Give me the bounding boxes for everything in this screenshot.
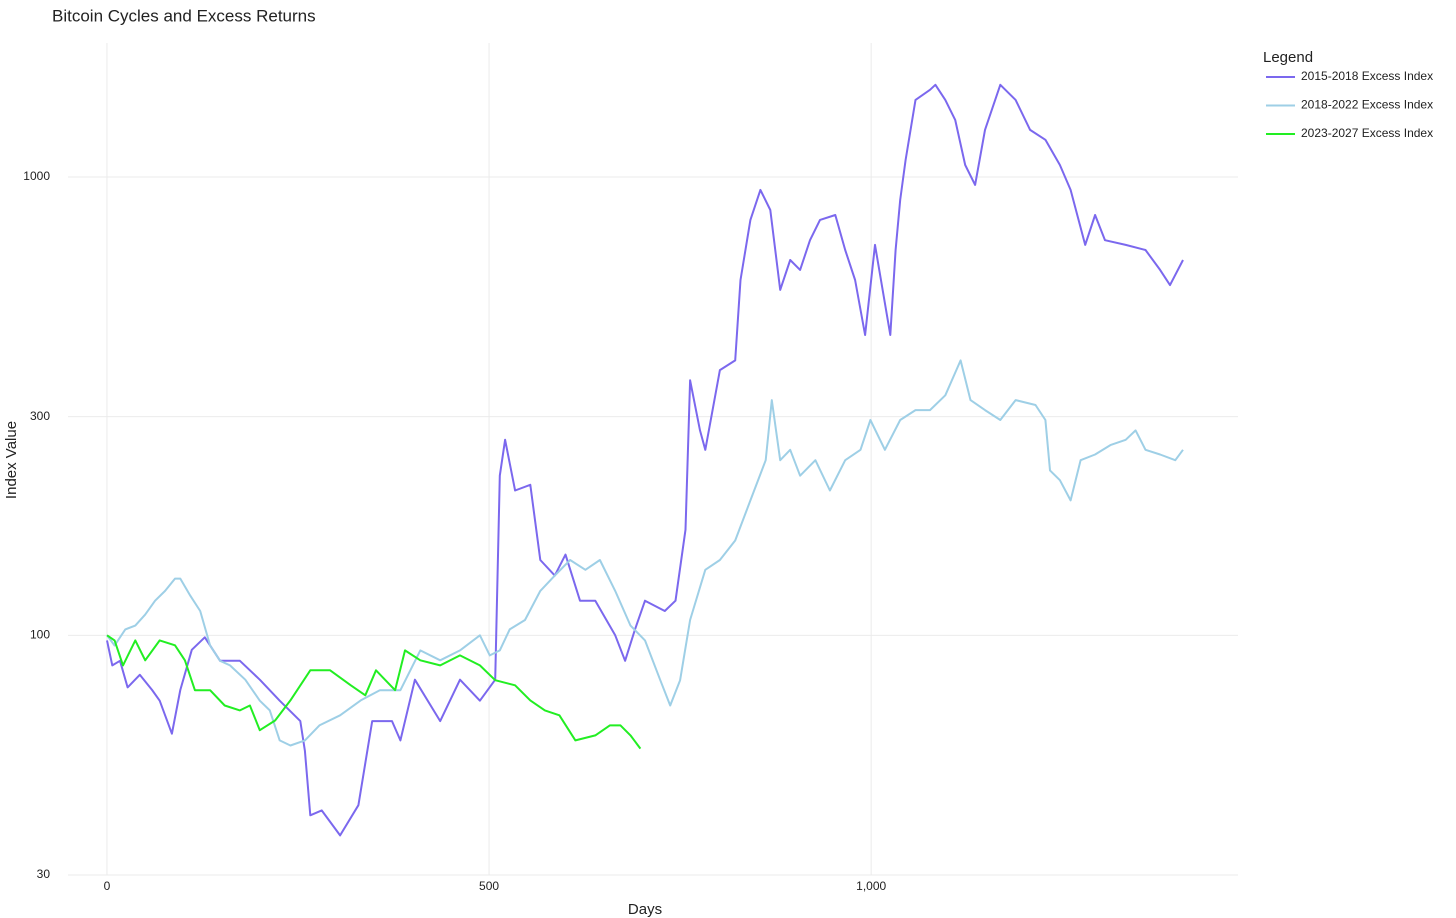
y-tick-label: 100 [30,628,50,642]
y-tick-label: 1000 [23,169,50,183]
legend-title: Legend [1263,49,1313,66]
y-tick-label: 300 [30,409,50,423]
data-line [106,83,1184,837]
data-line [106,359,1184,747]
x-tick-label: 1,000 [856,879,886,893]
y-tick-label: 30 [37,867,51,881]
y-axis-label: Index Value [3,421,20,499]
legend-entry: 2023-2027 Excess Index [1301,126,1433,140]
x-tick-label: 0 [104,879,111,893]
legend-entry: 2015-2018 Excess Index [1301,69,1433,83]
data-line [106,634,642,750]
x-axis-label: Days [628,901,662,918]
legend-entry: 2018-2022 Excess Index [1301,98,1433,112]
x-tick-label: 500 [479,879,499,893]
chart-title: Bitcoin Cycles and Excess Returns [52,6,316,25]
